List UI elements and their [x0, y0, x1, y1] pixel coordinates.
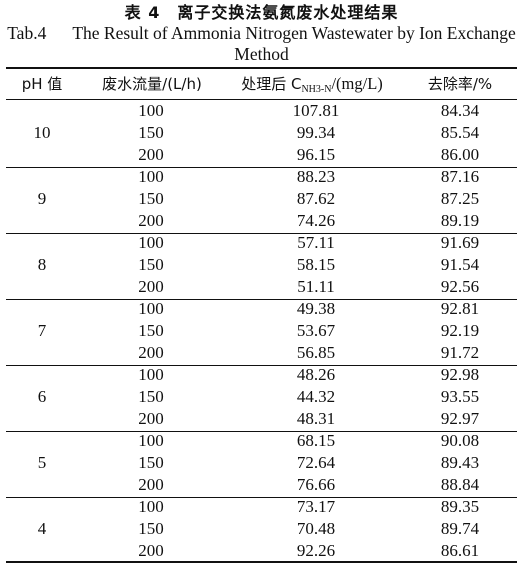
table-title-english: Tab.4 The Result of Ammonia Nitrogen Wast… [6, 23, 517, 65]
group-separator-rule [6, 233, 517, 234]
flow-cell: 150 [138, 453, 164, 472]
flow-cell: 200 [138, 409, 164, 428]
table-bottom-rule [6, 561, 517, 563]
flow-cell: 150 [138, 519, 164, 538]
removal-rate-cell: 89.43 [440, 453, 480, 472]
ph-group: 9 100 88.23 87.16 150 87.62 87.25 200 74.26 89.19 [6, 166, 517, 234]
ph-group: 10 100 107.81 84.34 150 99.34 85.54 200 96.15 86.… [6, 100, 517, 168]
removal-rate-cell: 93.55 [440, 387, 480, 406]
removal-rate-cell: 89.19 [440, 211, 480, 230]
concentration-cell: 51.11 [297, 277, 335, 296]
flow-cell: 200 [138, 277, 164, 296]
group-separator-rule [6, 497, 517, 498]
table-top-rule [6, 67, 517, 69]
flow-cell: 100 [138, 497, 164, 516]
removal-rate-cell: 92.98 [440, 365, 480, 384]
table-number-label: Tab.4 [7, 23, 47, 43]
concentration-cell: 68.15 [296, 431, 336, 450]
removal-rate-cell: 85.54 [440, 123, 480, 142]
header-concentration-subscript: NH3-N [301, 84, 332, 95]
concentration-cell: 107.81 [292, 101, 340, 120]
flow-cell: 100 [138, 167, 164, 186]
concentration-cell: 87.62 [296, 189, 336, 208]
removal-rate-cell: 86.61 [440, 541, 480, 560]
concentration-cell: 76.66 [296, 475, 336, 494]
removal-rate-cell: 92.97 [440, 409, 480, 428]
concentration-cell: 53.67 [296, 321, 336, 340]
header-removal-rate: 去除率/% [427, 75, 493, 93]
concentration-cell: 56.85 [296, 343, 336, 362]
flow-cell: 200 [138, 541, 164, 560]
flow-cell: 200 [138, 145, 164, 164]
flow-cell: 100 [138, 431, 164, 450]
concentration-cell: 57.11 [297, 233, 335, 252]
table-title-chinese: 表 4 离子交换法氨氮废水处理结果 [124, 3, 399, 22]
flow-cell: 200 [138, 343, 164, 362]
removal-rate-cell: 91.72 [440, 343, 480, 362]
group-separator-rule [6, 365, 517, 366]
concentration-cell: 88.23 [296, 167, 336, 186]
concentration-cell: 58.15 [296, 255, 336, 274]
concentration-cell: 72.64 [296, 453, 336, 472]
ph-value: 10 [33, 123, 51, 142]
ph-value: 4 [37, 519, 47, 538]
flow-cell: 100 [138, 101, 164, 120]
concentration-cell: 74.26 [296, 211, 336, 230]
concentration-cell: 96.15 [296, 145, 336, 164]
flow-cell: 150 [138, 189, 164, 208]
flow-cell: 100 [138, 233, 164, 252]
ph-value: 5 [37, 453, 47, 472]
flow-cell: 150 [138, 387, 164, 406]
ph-value: 8 [37, 255, 47, 274]
concentration-cell: 48.26 [296, 365, 336, 384]
removal-rate-cell: 92.81 [440, 299, 480, 318]
removal-rate-cell: 87.16 [440, 167, 480, 186]
ph-value: 6 [37, 387, 47, 406]
removal-rate-cell: 88.84 [440, 475, 480, 494]
removal-rate-cell: 92.56 [440, 277, 480, 296]
ph-group: 5 100 68.15 90.08 150 72.64 89.43 200 76.66 88.84 [6, 430, 517, 498]
flow-cell: 150 [138, 321, 164, 340]
removal-rate-cell: 86.00 [440, 145, 480, 164]
flow-cell: 200 [138, 475, 164, 494]
group-separator-rule [6, 431, 517, 432]
concentration-cell: 70.48 [296, 519, 336, 538]
removal-rate-cell: 89.74 [440, 519, 480, 538]
flow-cell: 200 [138, 211, 164, 230]
ph-value: 9 [37, 189, 47, 208]
table-header-rule [6, 99, 517, 100]
removal-rate-cell: 92.19 [440, 321, 480, 340]
removal-rate-cell: 84.34 [440, 101, 480, 120]
header-flow: 废水流量/(L/h) [102, 75, 202, 93]
concentration-cell: 92.26 [296, 541, 336, 560]
header-ph: pH 值 [21, 75, 63, 93]
ph-value: 7 [37, 321, 47, 340]
concentration-cell: 49.38 [296, 299, 336, 318]
header-concentration: 处理后 CNH3-N/(mg/L) [241, 74, 383, 95]
ph-group: 8 100 57.11 91.69 150 58.15 91.54 200 51.11 92.56 [6, 232, 517, 300]
removal-rate-cell: 89.35 [440, 497, 480, 516]
group-separator-rule [6, 167, 517, 168]
removal-rate-cell: 91.69 [440, 233, 480, 252]
concentration-cell: 99.34 [296, 123, 336, 142]
group-separator-rule [6, 299, 517, 300]
flow-cell: 100 [138, 299, 164, 318]
flow-cell: 150 [138, 255, 164, 274]
flow-cell: 100 [138, 365, 164, 384]
concentration-cell: 73.17 [296, 497, 336, 516]
removal-rate-cell: 91.54 [440, 255, 480, 274]
ph-group: 6 100 48.26 92.98 150 44.32 93.55 200 48.31 92.97 [6, 364, 517, 432]
flow-cell: 150 [138, 123, 164, 142]
concentration-cell: 48.31 [296, 409, 336, 428]
ph-group: 7 100 49.38 92.81 150 53.67 92.19 200 56.85 91.72 [6, 298, 517, 366]
removal-rate-cell: 90.08 [440, 431, 480, 450]
removal-rate-cell: 87.25 [440, 189, 480, 208]
table-caption-text: The Result of Ammonia Nitrogen Wastewate… [72, 23, 516, 64]
ph-group: 4 100 73.17 89.35 150 70.48 89.74 200 92.26 86.61 [6, 496, 517, 562]
concentration-cell: 44.32 [296, 387, 336, 406]
